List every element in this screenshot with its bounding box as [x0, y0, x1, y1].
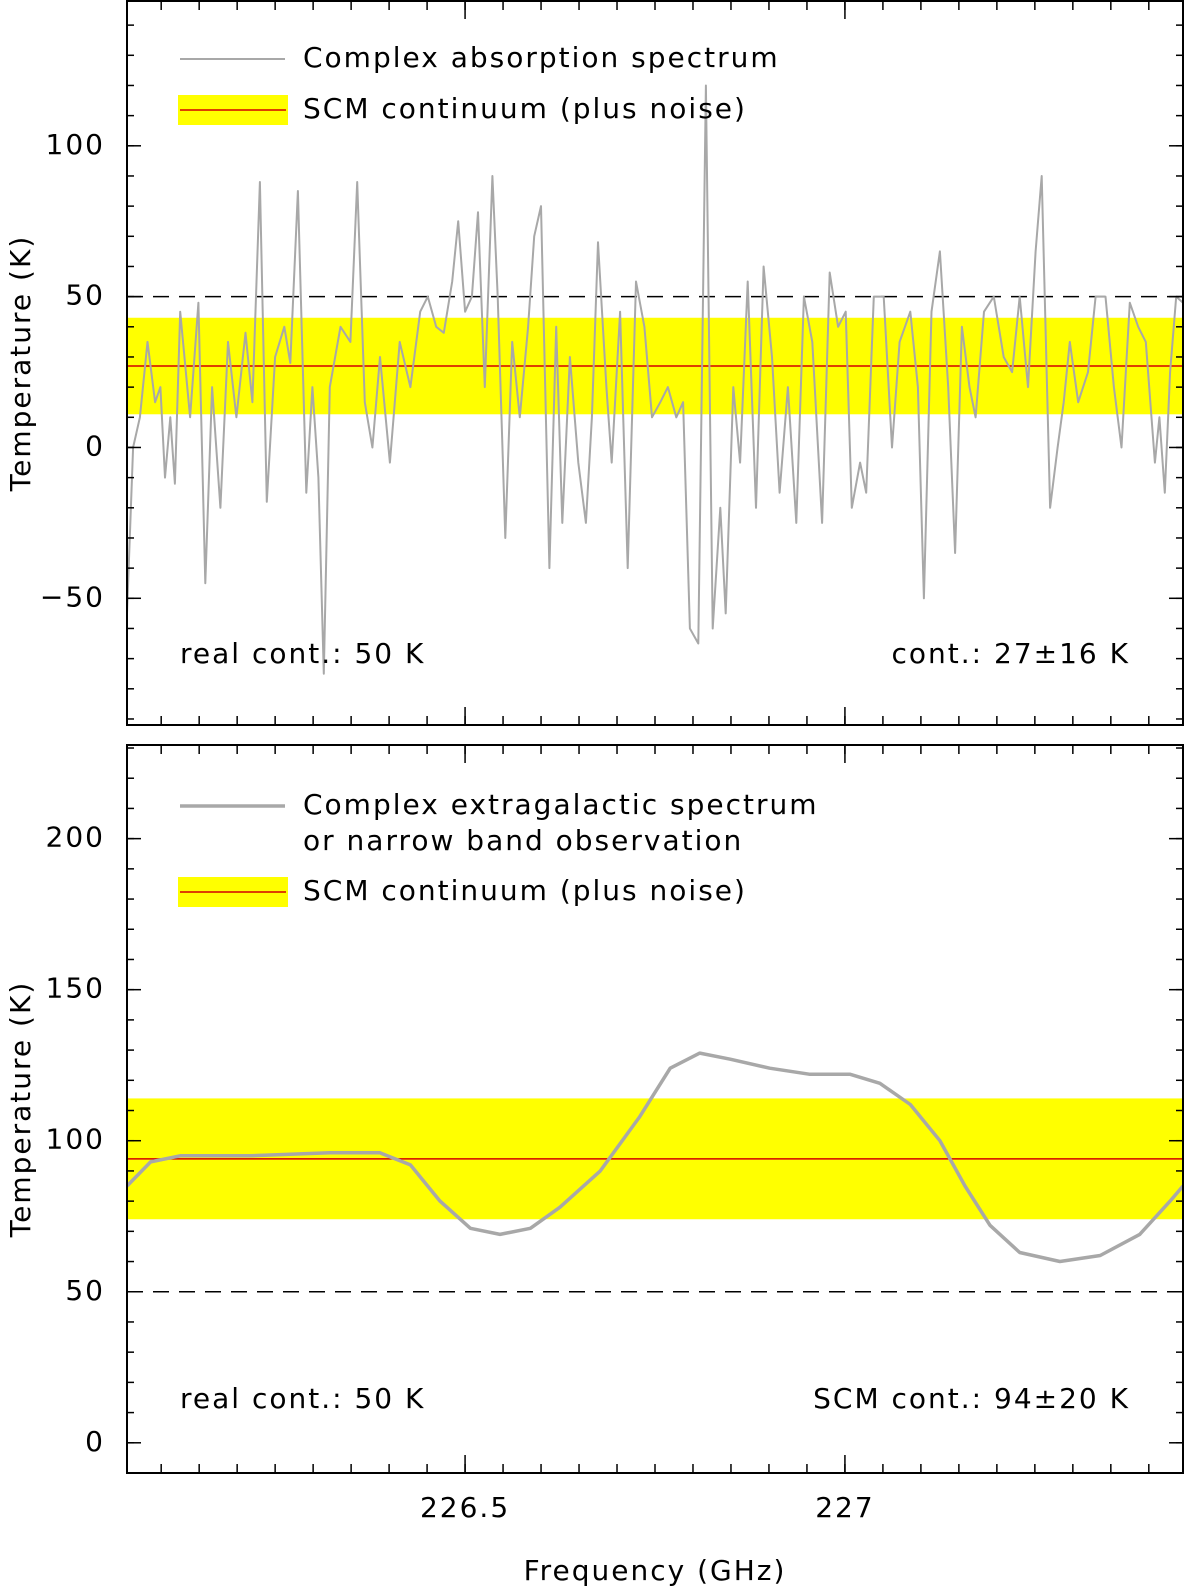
legend-label: Complex extragalactic spectrum: [303, 788, 818, 821]
y-tick-label: 0: [85, 1425, 105, 1458]
y-tick-label: −50: [40, 580, 105, 613]
annotation: cont.: 27±16 K: [892, 637, 1130, 670]
spectrum: [127, 1051, 1183, 1264]
plot-area: [127, 1051, 1183, 1293]
y-tick-label: 50: [65, 279, 105, 312]
y-tick-label: 100: [46, 1123, 105, 1156]
x-axis-label: Frequency (GHz): [524, 1554, 787, 1587]
x-tick-label: 226.5: [420, 1491, 510, 1524]
legend-label: Complex absorption spectrum: [303, 41, 780, 74]
y-tick-label: 0: [85, 429, 105, 462]
x-tick-label: 227: [815, 1491, 874, 1524]
legend-label: or narrow band observation: [303, 824, 743, 857]
legend-label: SCM continuum (plus noise): [303, 92, 747, 125]
y-tick-label: 150: [46, 972, 105, 1005]
y-tick-label: 50: [65, 1274, 105, 1307]
legend-label: SCM continuum (plus noise): [303, 874, 747, 907]
spectrum: [127, 84, 1183, 675]
annotation: real cont.: 50 K: [180, 637, 425, 670]
y-tick-label: 100: [46, 128, 105, 161]
y-axis-label: Temperature (K): [4, 235, 37, 492]
annotation: SCM cont.: 94±20 K: [813, 1382, 1130, 1415]
y-tick-label: 200: [46, 821, 105, 854]
y-axis-label: Temperature (K): [4, 981, 37, 1238]
plot-area: [127, 84, 1183, 675]
annotation: real cont.: 50 K: [180, 1382, 425, 1415]
